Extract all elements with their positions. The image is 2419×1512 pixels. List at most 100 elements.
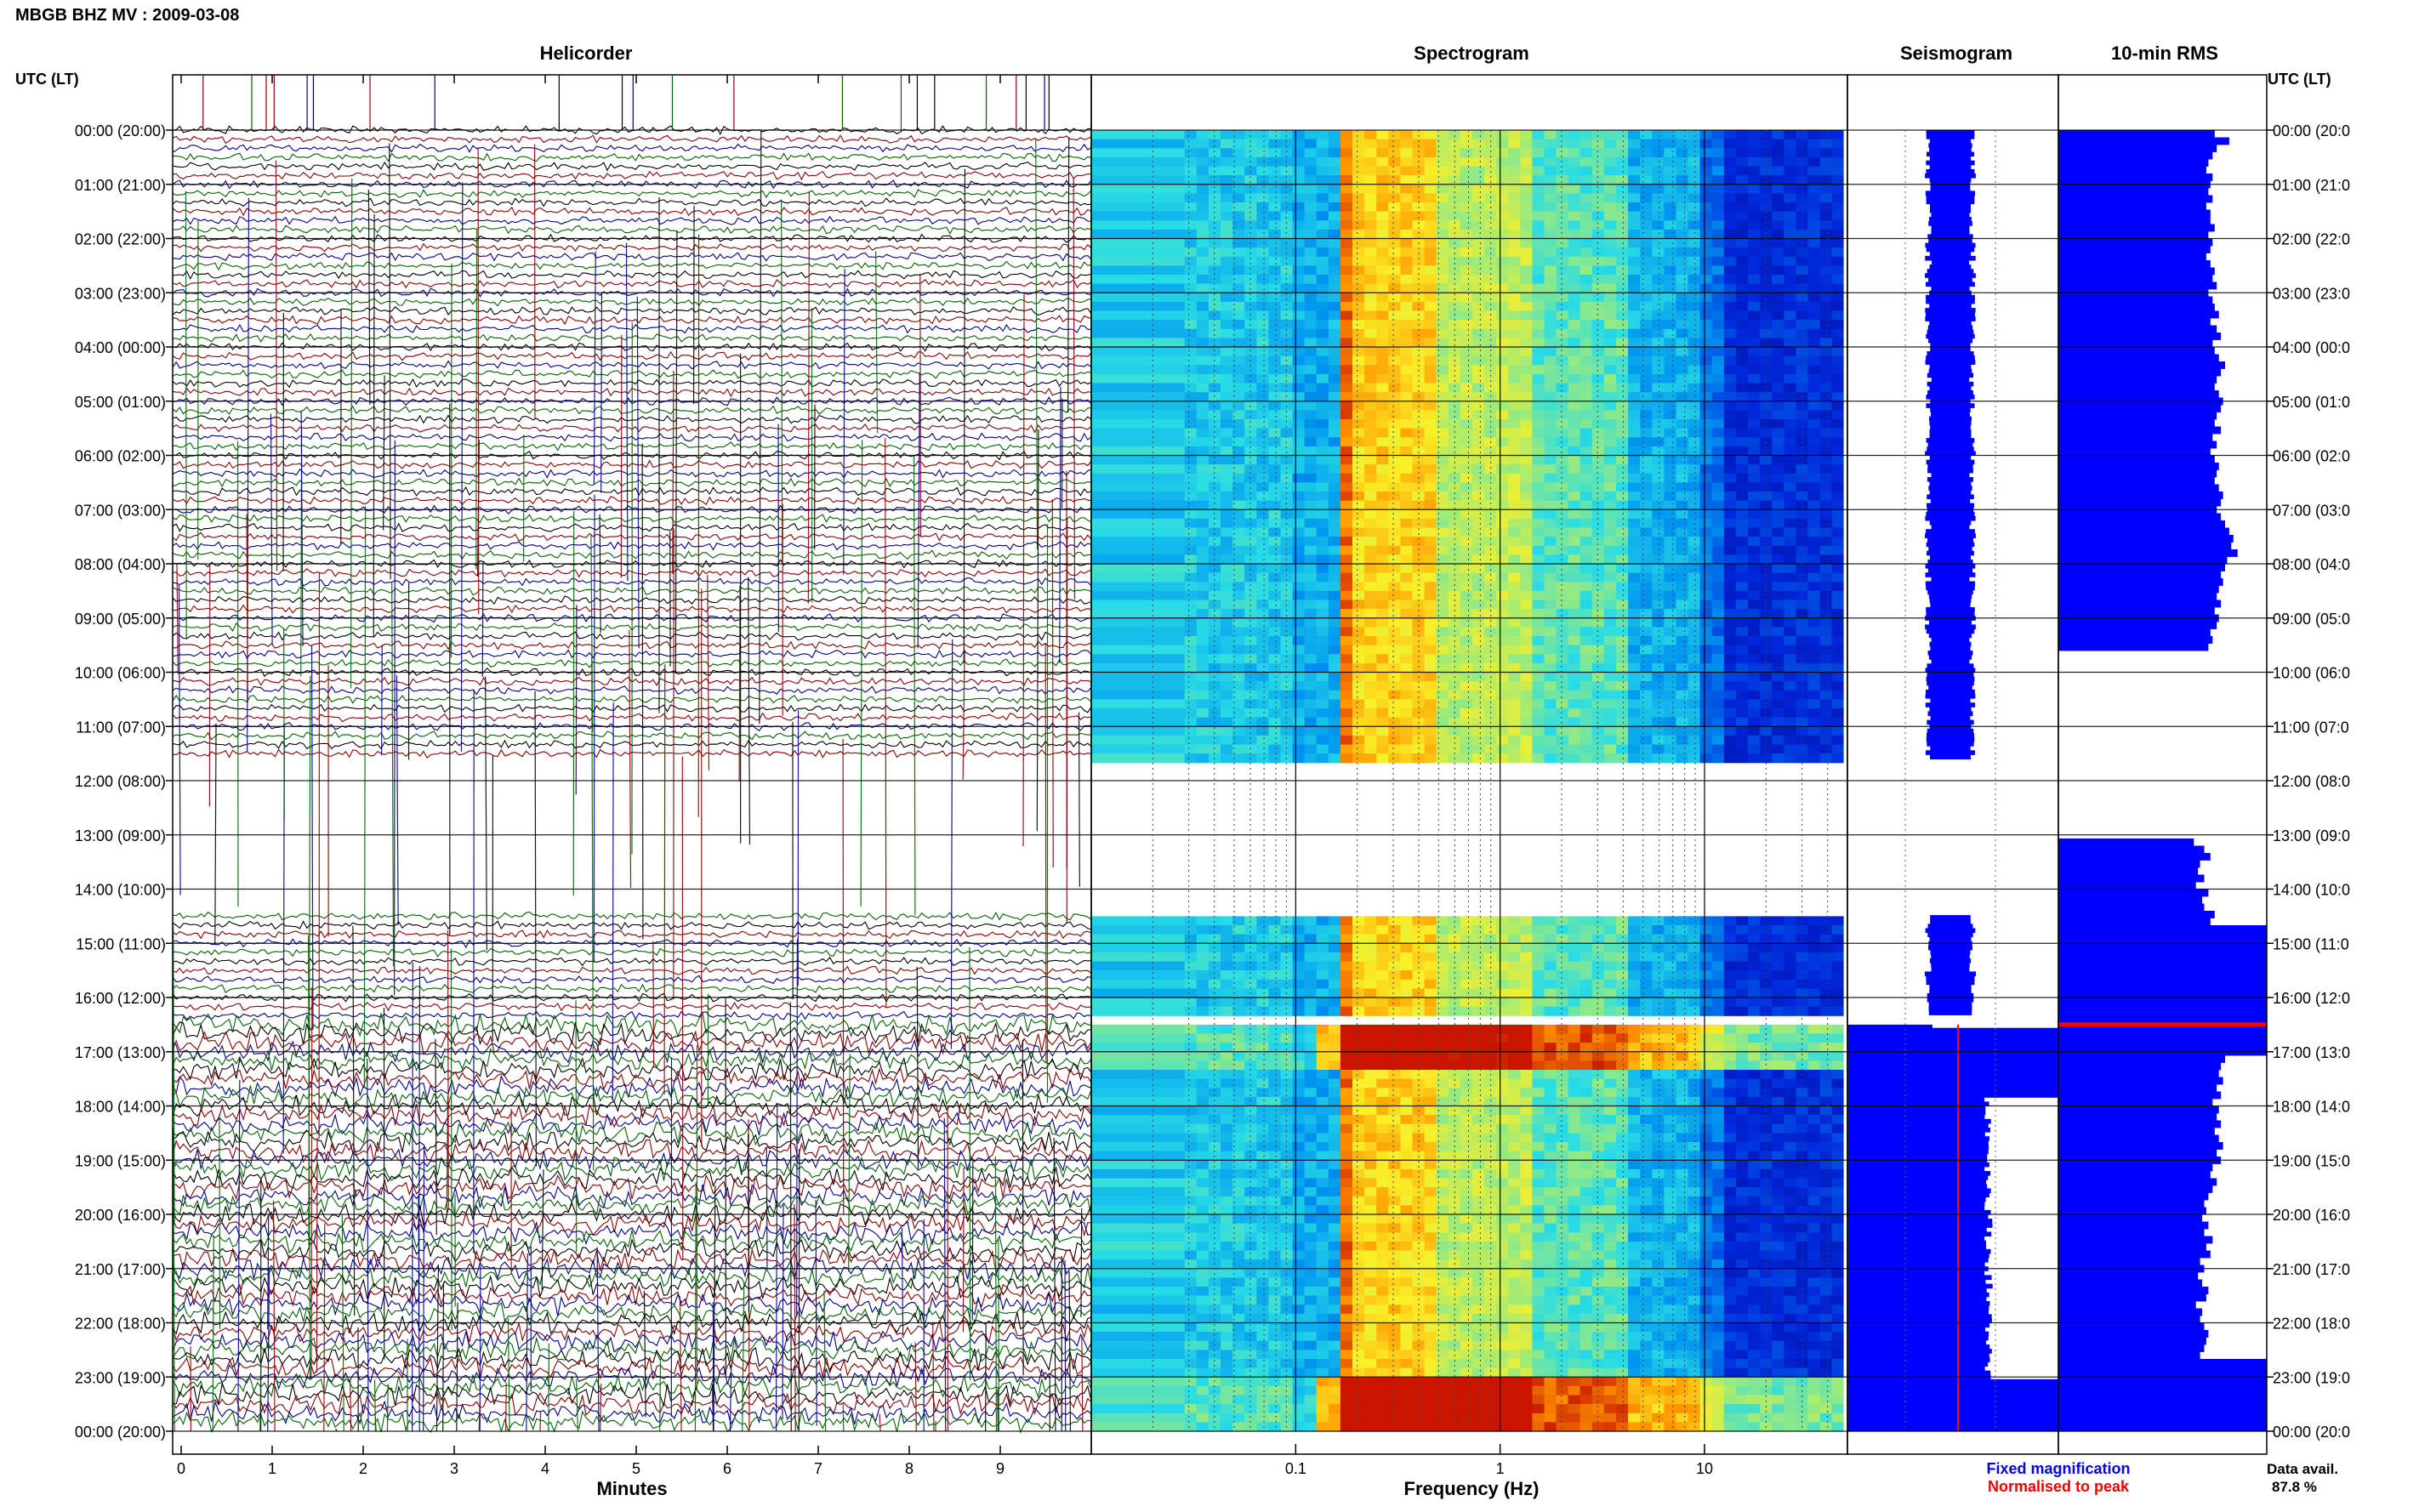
spectrogram-cell [1532, 428, 1545, 438]
spectrogram-cell [1699, 934, 1713, 944]
spectrogram-cell [1664, 744, 1677, 754]
spectrogram-cell [1723, 464, 1737, 475]
spectrogram-cell [1772, 419, 1784, 429]
spectrogram-cell [1280, 1006, 1294, 1016]
helicorder-spike [815, 1200, 817, 1426]
spectrogram-cell [1496, 1024, 1509, 1035]
spectrogram-cell [1328, 383, 1341, 393]
spectrogram-cell [1221, 554, 1233, 565]
spectrogram-cell [1699, 211, 1713, 221]
spectrogram-cell [1484, 446, 1497, 457]
spectrogram-cell [1556, 229, 1569, 240]
spectrogram-cell [1340, 275, 1353, 285]
spectrogram-cell [1221, 518, 1233, 529]
spectrogram-cell [1244, 717, 1257, 727]
spectrogram-cell [1292, 672, 1306, 682]
spectrogram-cell [1184, 645, 1198, 655]
spectrogram-cell [1556, 582, 1569, 592]
spectrogram-cell [1184, 338, 1198, 348]
spectrogram-cell [1292, 617, 1306, 628]
spectrogram-cell [1352, 1024, 1365, 1035]
helicorder-spike [823, 1290, 827, 1432]
spectrogram-cell [1748, 139, 1761, 149]
spectrogram-cell [1412, 373, 1426, 384]
spectrogram-cell [1579, 1006, 1593, 1016]
spectrogram-cell [1603, 338, 1617, 348]
spectrogram-cell [1376, 184, 1389, 194]
spectrogram-cell [1424, 428, 1437, 438]
spectrogram-cell [1699, 301, 1713, 312]
helicorder-spike [1022, 292, 1025, 847]
spectrogram-cell [1221, 193, 1233, 203]
spectrogram-cell [1628, 744, 1641, 754]
spectrogram-cell [1796, 211, 1809, 221]
spectrogram-cell [1484, 537, 1497, 547]
spectrogram-cell [1221, 500, 1233, 510]
spectrogram-cell [1400, 500, 1414, 510]
spectrogram-cell [1628, 256, 1641, 266]
spectrogram-cell [1711, 229, 1725, 240]
spectrogram-cell [1424, 518, 1437, 529]
spectrogram-cell [1831, 708, 1844, 719]
spectrogram-cell [1688, 699, 1701, 709]
spectrogram-cell [1640, 527, 1653, 537]
spectrogram-cell [1628, 681, 1641, 691]
spectrogram-cell [1807, 681, 1821, 691]
helicorder-spike [748, 577, 751, 845]
spectrogram-cell [1688, 943, 1701, 953]
spectrogram-cell [1340, 699, 1353, 709]
spectrogram-cell [1640, 500, 1653, 510]
spectrogram-cell [1268, 590, 1282, 601]
spectrogram-cell [1091, 492, 1186, 502]
spectrogram-cell [1232, 726, 1245, 736]
spectrogram-cell [1544, 482, 1557, 492]
spectrogram-cell [1328, 265, 1341, 276]
spectrogram-cell [1196, 916, 1210, 926]
spectrogram-title: Spectrogram [1414, 43, 1529, 64]
spectrogram-cell [1748, 681, 1761, 691]
spectrogram-cell [1471, 564, 1485, 574]
spectrogram-cell [1616, 247, 1629, 258]
spectrogram-cell [1244, 672, 1257, 682]
spectrogram-cell [1484, 293, 1497, 303]
spectrogram-cell [1196, 500, 1210, 510]
spectrogram-cell [1400, 554, 1414, 565]
spectrogram-cell [1280, 590, 1294, 601]
spectrogram-cell [1640, 320, 1653, 330]
spectrogram-cell [1376, 690, 1389, 700]
spectrogram-cell [1807, 699, 1821, 709]
spectrogram-cell [1616, 979, 1629, 989]
spectrogram-cell [1221, 373, 1233, 384]
spectrogram-cell [1460, 961, 1473, 971]
spectrogram-cell [1484, 328, 1497, 338]
spectrogram-cell [1556, 537, 1569, 547]
spectrogram-cell [1304, 130, 1318, 140]
spectrogram-cell [1603, 509, 1617, 520]
spectrogram-cell [1699, 293, 1713, 303]
spectrogram-cell [1328, 934, 1341, 944]
spectrogram-cell [1232, 392, 1245, 402]
spectrogram-cell [1471, 699, 1485, 709]
spectrogram-cell [1460, 293, 1473, 303]
spectrogram-cell [1579, 355, 1593, 366]
spectrogram-cell [1796, 609, 1809, 619]
spectrogram-cell [1448, 148, 1461, 158]
spectrogram-cell [1520, 464, 1533, 475]
spectrogram-cell [1268, 645, 1282, 655]
spectrogram-cell [1544, 310, 1557, 321]
spectrogram-cell [1544, 166, 1557, 176]
helicorder-spike [789, 1002, 792, 1432]
spectrogram-cell [1544, 428, 1557, 438]
spectrogram-cell [1424, 202, 1437, 213]
spectrogram-cell [1364, 509, 1377, 520]
spectrogram-cell [1316, 464, 1329, 475]
spectrogram-cell [1579, 139, 1593, 149]
spectrogram-cell [1484, 654, 1497, 664]
hour-label-left: 00:00 (20:00) [75, 122, 166, 139]
spectrogram-cell [1784, 383, 1796, 393]
spectrogram-cell [1292, 662, 1306, 674]
spectrogram-cell [1628, 455, 1641, 465]
spectrogram-cell [1328, 148, 1341, 158]
spectrogram-cell [1735, 419, 1749, 429]
spectrogram-cell [1364, 148, 1377, 158]
